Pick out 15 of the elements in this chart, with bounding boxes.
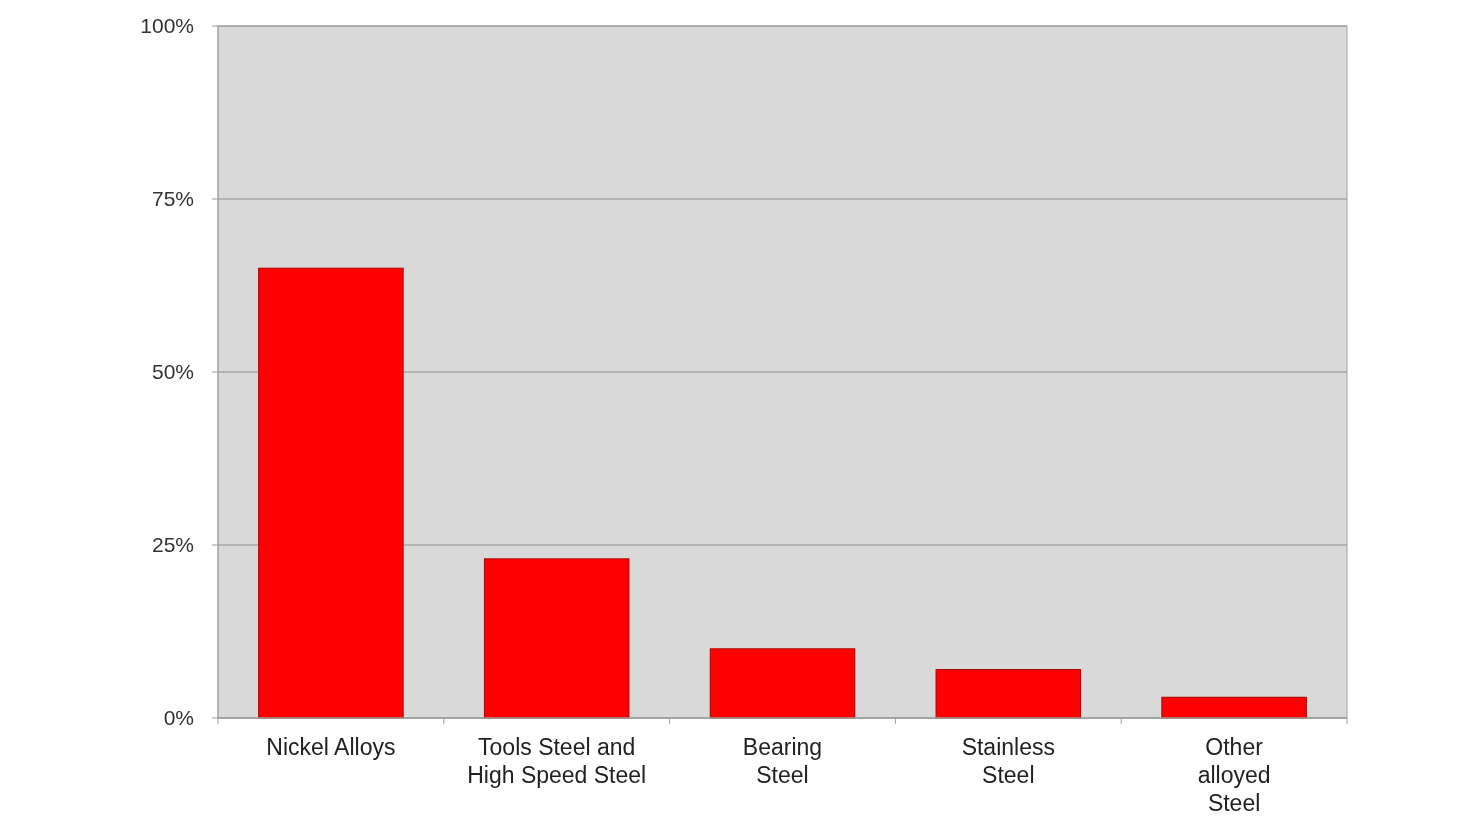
bar	[1161, 696, 1307, 719]
y-tick-label: 25%	[151, 533, 194, 557]
x-tick-label: Other alloyed Steel	[1197, 734, 1271, 816]
x-tick-label: Stainless Steel	[961, 734, 1055, 788]
bar	[935, 669, 1082, 719]
x-tick-label: Nickel Alloys	[266, 734, 396, 760]
bar	[709, 648, 856, 719]
bar	[258, 267, 404, 719]
y-tick-label: 0%	[163, 706, 194, 730]
x-tick-label: Tools Steel and High Speed Steel	[467, 734, 647, 788]
y-tick-label: 75%	[151, 187, 194, 211]
x-tick-label: Bearing Steel	[742, 734, 823, 788]
y-tick-label: 100%	[140, 14, 194, 38]
bar	[483, 558, 630, 719]
y-tick-label: 50%	[151, 360, 194, 384]
